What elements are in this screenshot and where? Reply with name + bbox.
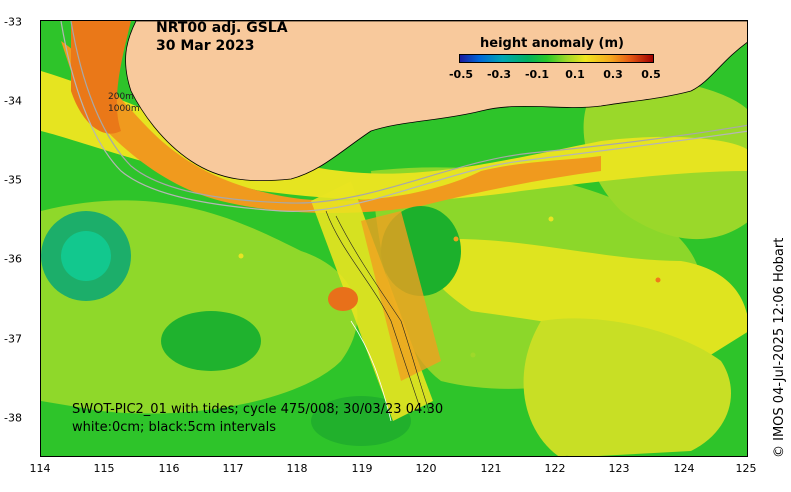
track-dot: [470, 352, 476, 358]
map-title: NRT00 adj. GSLA: [156, 20, 288, 36]
lat-label: -35: [4, 173, 22, 187]
colorbar-tick: 0.1: [565, 68, 585, 81]
lat-label: -38: [4, 411, 22, 425]
swot-contour-zero: [350, 320, 392, 422]
lon-label: 124: [673, 462, 695, 475]
legend-title: height anomaly (m): [480, 36, 624, 51]
colorbar-tick: 0.3: [603, 68, 623, 81]
lon-label: 121: [480, 462, 502, 475]
isobath-1000m-line: [70, 21, 747, 204]
swot-swath-high: [361, 211, 441, 381]
map-area[interactable]: [40, 20, 748, 457]
colorbar-tick: -0.3: [486, 68, 512, 81]
lon-label: 122: [544, 462, 566, 475]
colorbar: [459, 54, 654, 63]
isobath-label-200m: 200m: [108, 92, 134, 102]
lon-label: 116: [158, 462, 180, 475]
lon-label: 120: [415, 462, 437, 475]
anomaly-yellow-central: [421, 239, 747, 361]
lat-label: -36: [4, 252, 22, 266]
lon-label: 125: [735, 462, 757, 475]
lat-label: -34: [4, 94, 22, 108]
map-date: 30 Mar 2023: [156, 38, 255, 54]
lon-label: 118: [286, 462, 308, 475]
lon-label: 114: [29, 462, 51, 475]
track-dot: [453, 236, 459, 242]
track-dot: [548, 216, 554, 222]
isobath-200m-line: [60, 21, 747, 212]
anomaly-green-patch-3: [311, 396, 411, 446]
lat-label: -37: [4, 332, 22, 346]
swot-peak: [328, 287, 358, 311]
track-dot: [565, 455, 569, 456]
anomaly-map: [41, 21, 747, 456]
anomaly-orange-west: [71, 21, 131, 134]
anomaly-orange-shelf: [61, 41, 601, 213]
lon-label: 123: [608, 462, 630, 475]
lat-label: -33: [4, 15, 22, 29]
eddy-low-inner: [61, 231, 111, 281]
swot-contour-legend: white:0cm; black:5cm intervals: [72, 420, 276, 435]
colorbar-tick: -0.5: [448, 68, 474, 81]
lon-label: 119: [351, 462, 373, 475]
anomaly-green-patch-1: [161, 311, 261, 371]
swot-contour-2: [335, 215, 430, 412]
track-dot: [655, 277, 661, 283]
swot-caption: SWOT-PIC2_01 with tides; cycle 475/008; …: [72, 402, 444, 417]
colorbar-tick: -0.1: [524, 68, 550, 81]
anomaly-yellow-southeast: [523, 318, 732, 456]
isobath-label-1000m: 1000m: [108, 104, 140, 114]
imos-credit: © IMOS 04-Jul-2025 12:06 Hobart: [772, 237, 787, 458]
lon-label: 115: [93, 462, 115, 475]
track-dot: [238, 253, 244, 259]
swot-contour-1: [325, 210, 422, 412]
lon-label: 117: [222, 462, 244, 475]
colorbar-tick: 0.5: [641, 68, 661, 81]
